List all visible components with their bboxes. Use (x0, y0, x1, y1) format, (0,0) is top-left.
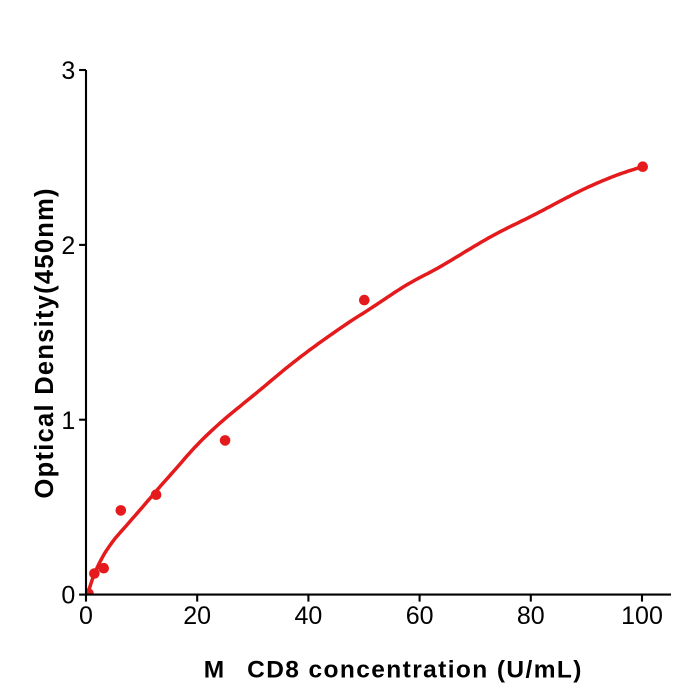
svg-text:1: 1 (61, 407, 75, 435)
svg-text:3: 3 (61, 57, 75, 85)
svg-text:CD8 concentration (U/mL): CD8 concentration (U/mL) (247, 657, 581, 684)
svg-text:2: 2 (61, 232, 75, 260)
svg-text:0: 0 (61, 582, 75, 610)
svg-text:100: 100 (621, 602, 663, 630)
svg-text:0: 0 (79, 602, 93, 630)
svg-text:20: 20 (183, 602, 211, 630)
svg-text:M: M (204, 657, 224, 684)
svg-text:60: 60 (406, 602, 434, 630)
svg-text:Optical Density(450nm): Optical Density(450nm) (31, 188, 59, 498)
svg-text:80: 80 (517, 602, 545, 630)
svg-text:40: 40 (294, 602, 322, 630)
